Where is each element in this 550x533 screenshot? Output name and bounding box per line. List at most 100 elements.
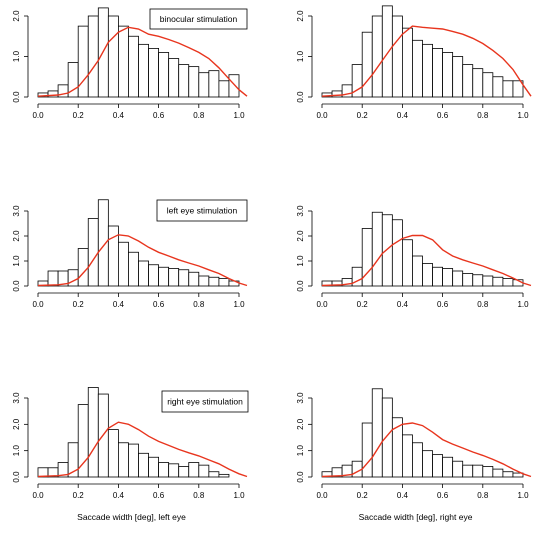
- histogram-bar: [118, 442, 129, 478]
- y-tick-label: 1.0: [12, 50, 21, 62]
- histogram-bar: [128, 443, 139, 478]
- x-tick-label: 0.0: [32, 300, 44, 309]
- y-tick-label: 2.0: [296, 418, 305, 430]
- histogram-bar: [442, 268, 454, 287]
- histogram-bar: [228, 74, 240, 98]
- x-tick-label: 0.6: [153, 491, 165, 500]
- x-tick-label: 1.0: [517, 300, 529, 309]
- y-tick-label: 2.0: [296, 230, 305, 242]
- chart-panel-2: 0.0 0.2 0.4 0.6 0.8 1.0 0.0 1.0 2.0: [296, 5, 532, 120]
- histogram-bar: [77, 404, 89, 478]
- histogram-bar: [381, 397, 393, 478]
- histogram-bar: [188, 66, 200, 98]
- x-tick-label: 0.6: [437, 491, 449, 500]
- histogram-bar: [148, 48, 160, 98]
- x-axis: 0.0 0.2 0.4 0.6 0.8 1.0: [32, 103, 245, 120]
- histogram-bar: [198, 275, 210, 287]
- x-tick-label: 0.8: [477, 300, 489, 309]
- histogram-bar: [422, 43, 433, 98]
- histogram-bar: [432, 48, 443, 98]
- x-tick-label: 1.0: [233, 491, 245, 500]
- legend-label: left eye stimulation: [167, 206, 238, 216]
- x-axis: 0.0 0.2 0.4 0.6 0.8 1.0: [32, 292, 245, 309]
- histogram-bar: [198, 72, 210, 98]
- x-tick-label: 0.4: [397, 300, 409, 309]
- x-tick-label: 0.4: [113, 491, 125, 500]
- histogram-bars: [321, 5, 524, 98]
- density-curve: [37, 26, 248, 97]
- legend: binocular stimulation: [149, 8, 248, 30]
- histogram-bar: [381, 214, 393, 287]
- histogram-bar: [452, 460, 464, 478]
- histogram-bar: [492, 468, 504, 478]
- histogram-bar: [472, 274, 484, 287]
- histogram-bar: [391, 15, 403, 98]
- y-tick-label: 2.0: [12, 418, 21, 430]
- histogram-bar: [218, 278, 230, 287]
- histogram-bar: [87, 387, 99, 478]
- y-tick-label: 1.0: [296, 445, 305, 457]
- histogram-bar: [118, 241, 129, 287]
- y-tick-label: 0.0: [12, 471, 21, 483]
- histogram-bar: [148, 264, 160, 287]
- histogram-bar: [502, 80, 514, 98]
- chart-panel-4: 0.0 0.2 0.4 0.6 0.8 1.0 0.0 1.0 2.0 3.0: [296, 205, 532, 309]
- x-tick-label: 0.4: [397, 111, 409, 120]
- x-tick-label: 0.6: [437, 111, 449, 120]
- y-axis: 0.0 1.0 2.0: [12, 10, 29, 103]
- histogram-bar: [482, 275, 494, 287]
- histogram-bar: [351, 460, 363, 478]
- x-tick-label: 0.2: [357, 491, 369, 500]
- histogram-bar: [178, 466, 190, 478]
- legend: left eye stimulation: [156, 199, 248, 222]
- y-tick-label: 0.0: [12, 280, 21, 292]
- histogram-bar: [158, 52, 170, 98]
- histogram-bar: [492, 76, 504, 98]
- x-axis: 0.0 0.2 0.4 0.6 0.8 1.0: [32, 483, 245, 500]
- chart-panel-5: 0.0 0.2 0.4 0.6 0.8 1.0 0.0 1.0 2.0 3.0 right eye …: [12, 387, 249, 522]
- histogram-bar: [188, 271, 200, 287]
- histogram-bar: [87, 218, 99, 287]
- x-axis: 0.0 0.2 0.4 0.6 0.8 1.0: [316, 103, 529, 120]
- y-tick-label: 2.0: [296, 10, 305, 22]
- x-tick-label: 0.0: [32, 111, 44, 120]
- histogram-bar: [77, 25, 89, 98]
- histogram-bar: [138, 43, 149, 98]
- x-tick-label: 0.0: [316, 300, 328, 309]
- histogram-bar: [168, 268, 180, 287]
- legend-box: [156, 199, 248, 222]
- legend-box: [149, 8, 248, 30]
- histogram-bars: [321, 211, 524, 287]
- x-axis-title: Saccade width [deg], left eye: [77, 512, 186, 522]
- y-axis: 0.0 1.0 2.0: [296, 10, 313, 103]
- x-axis: 0.0 0.2 0.4 0.6 0.8 1.0: [316, 292, 529, 309]
- histogram-bar: [492, 276, 504, 287]
- x-tick-label: 0.8: [477, 491, 489, 500]
- histogram-bar: [118, 25, 129, 98]
- histogram-bar: [391, 219, 403, 287]
- y-tick-label: 1.0: [12, 445, 21, 457]
- histogram-bar: [361, 31, 373, 98]
- histogram-bar: [188, 462, 200, 478]
- histogram-bar: [148, 456, 160, 478]
- x-tick-label: 1.0: [517, 111, 529, 120]
- histogram-bar: [482, 466, 494, 478]
- x-axis-title: Saccade width [deg], right eye: [359, 512, 473, 522]
- histogram-bar: [502, 471, 514, 478]
- histogram-bar: [128, 251, 139, 287]
- histogram-bar: [168, 58, 180, 98]
- density-curve: [321, 422, 532, 478]
- y-tick-label: 3.0: [12, 392, 21, 404]
- histogram-bar: [502, 278, 514, 287]
- histogram-bar: [472, 464, 484, 478]
- y-tick-label: 3.0: [296, 392, 305, 404]
- chart-panel-1: 0.0 0.2 0.4 0.6 0.8 1.0 0.0 1.0 2.0 binocular sti…: [12, 7, 248, 120]
- y-tick-label: 1.0: [296, 50, 305, 62]
- y-axis: 0.0 1.0 2.0 3.0: [12, 205, 29, 292]
- histogram-bar: [401, 27, 413, 98]
- histogram-bar: [452, 56, 464, 98]
- histogram-bars: [321, 388, 524, 478]
- histogram-bar: [442, 52, 454, 98]
- histogram-bar: [381, 5, 393, 98]
